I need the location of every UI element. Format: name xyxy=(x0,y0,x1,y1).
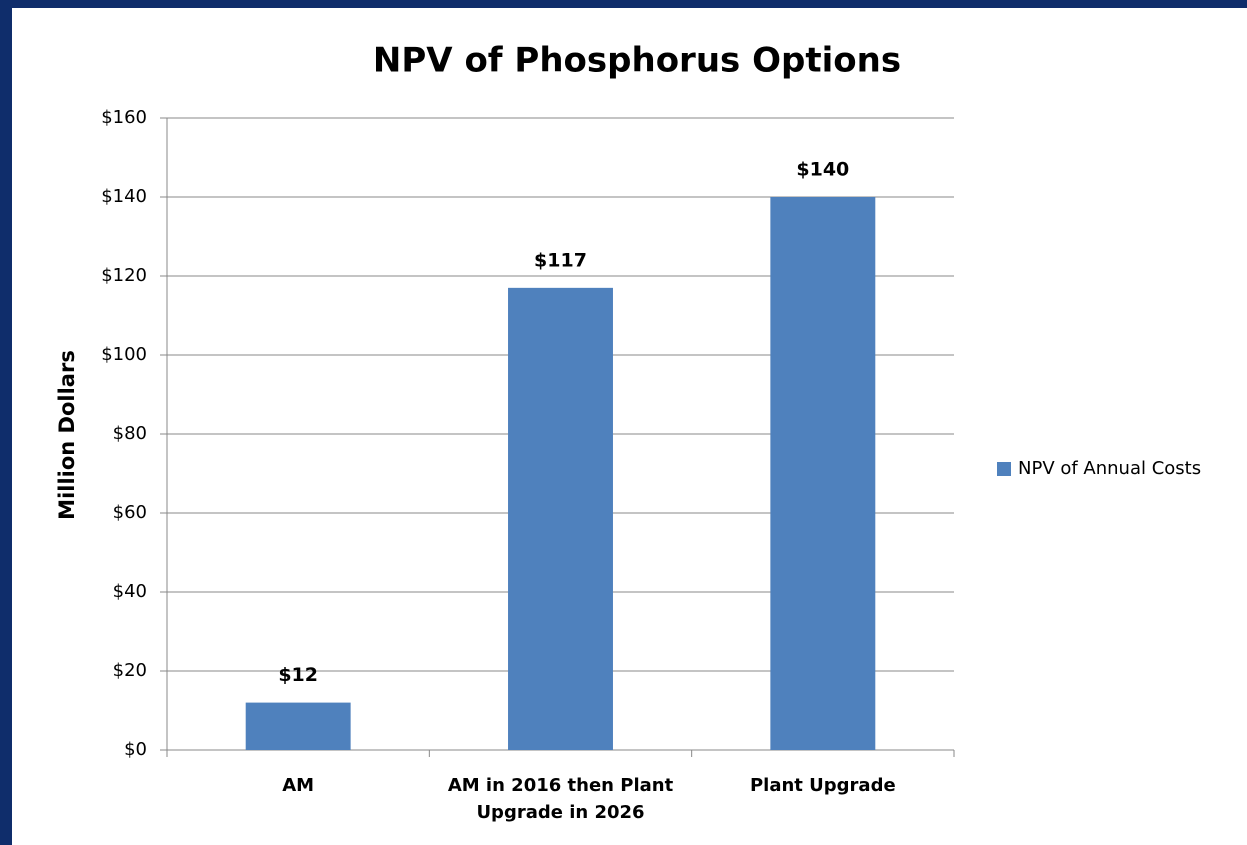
data-label: $117 xyxy=(534,249,587,271)
y-tick-label: $120 xyxy=(101,265,147,286)
y-tick-label: $80 xyxy=(113,423,147,444)
x-tick-label: AM xyxy=(282,775,315,796)
y-tick-label: $60 xyxy=(113,502,147,523)
legend-swatch xyxy=(997,462,1011,476)
chart-frame xyxy=(12,8,1247,845)
x-tick-label: Plant Upgrade xyxy=(749,775,896,796)
data-label: $12 xyxy=(278,664,318,686)
legend-label: NPV of Annual Costs xyxy=(1018,458,1201,479)
data-label: $140 xyxy=(796,159,849,181)
x-tick-label: AM in 2016 then Plant Upgrade in 2026 xyxy=(447,775,674,823)
bar xyxy=(508,287,613,750)
y-tick-label: $160 xyxy=(101,107,147,128)
y-tick-label: $140 xyxy=(101,186,147,207)
bar xyxy=(245,702,351,750)
bar xyxy=(770,197,876,750)
y-tick-label: $0 xyxy=(124,739,147,760)
y-axis-label: Million Dollars xyxy=(55,350,79,520)
chart-title: NPV of Phosphorus Options xyxy=(373,41,901,81)
y-tick-label: $40 xyxy=(113,581,147,602)
y-tick-label: $20 xyxy=(113,660,147,681)
y-tick-label: $100 xyxy=(101,344,147,365)
